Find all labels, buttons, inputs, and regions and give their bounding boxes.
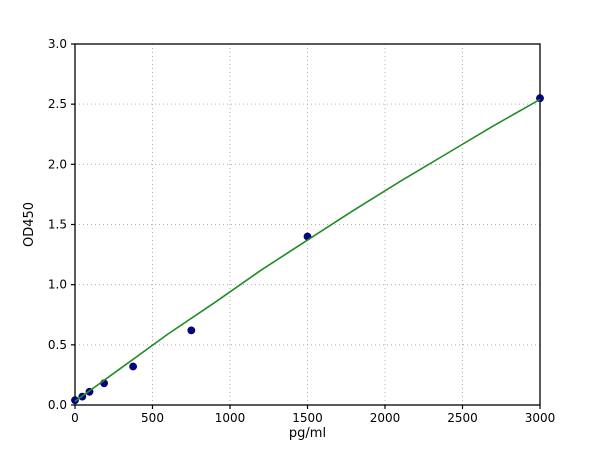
data-point-marker [187, 326, 196, 335]
y-tick-label: 1.0 [48, 278, 67, 292]
y-axis-label: OD450 [22, 202, 37, 247]
y-tick-label: 2.5 [48, 97, 67, 111]
y-tick-label: 0.5 [48, 338, 67, 352]
x-tick-label: 2500 [447, 411, 478, 425]
data-point-marker [71, 396, 79, 405]
x-tick-label: 1500 [292, 411, 323, 425]
x-tick-label: 2000 [370, 411, 401, 425]
x-tick-label: 1000 [215, 411, 246, 425]
y-tick-label: 1.5 [48, 218, 67, 232]
plot-generated-layer: 0 500 1000 1500 2000 2500 3000 0.0 0.5 1.0 1.5 2.0 2… [48, 37, 555, 425]
y-tick-label: 2.0 [48, 157, 67, 171]
data-point-marker [129, 362, 137, 371]
x-tick-label: 0 [71, 411, 79, 425]
fit-line [74, 98, 541, 403]
y-tick-label: 3.0 [48, 37, 67, 51]
x-tick-label: 500 [141, 411, 164, 425]
x-tick-label: 3000 [525, 411, 556, 425]
y-tick-label: 0.0 [48, 398, 67, 412]
x-axis-label: pg/ml [289, 426, 326, 441]
